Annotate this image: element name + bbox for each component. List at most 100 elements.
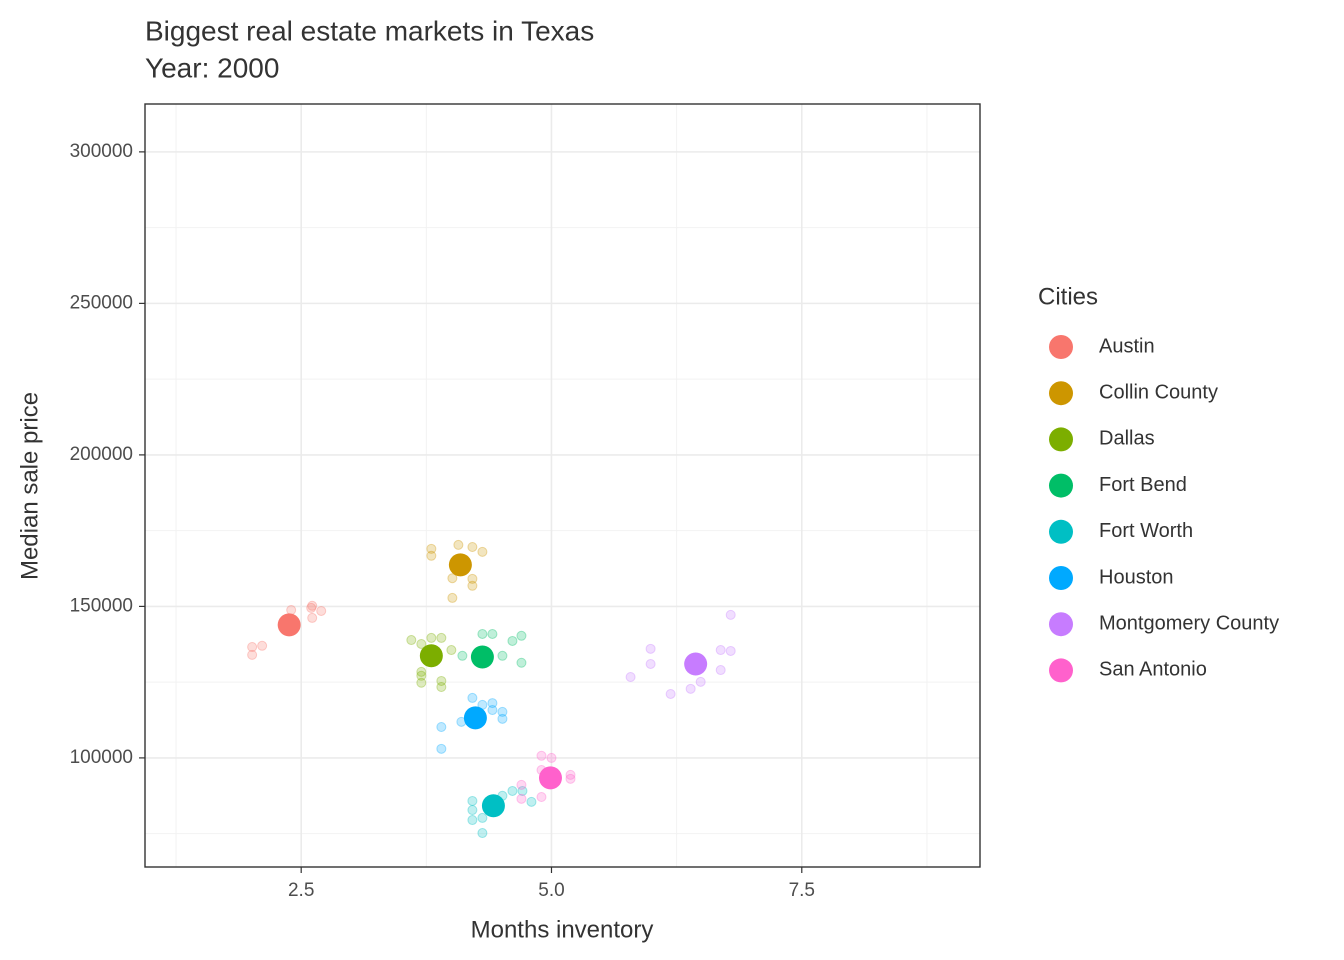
point — [477, 812, 488, 823]
point — [426, 550, 437, 561]
mean-point — [470, 645, 494, 669]
point — [467, 573, 478, 584]
x-axis-title: Months inventory — [471, 916, 654, 943]
point — [467, 542, 478, 553]
point — [487, 628, 498, 639]
point — [416, 670, 427, 681]
y-tick-label: 200000 — [70, 444, 133, 465]
point — [725, 645, 736, 656]
y-tick-label: 300000 — [70, 141, 133, 162]
point — [645, 643, 656, 654]
legend-label: Collin County — [1099, 381, 1218, 403]
point — [247, 642, 258, 653]
x-tick-label: 2.5 — [288, 880, 314, 901]
point — [426, 632, 437, 643]
point — [715, 665, 726, 676]
point — [467, 805, 478, 816]
point — [497, 706, 508, 717]
mean-point — [448, 553, 472, 577]
point — [725, 609, 736, 620]
point — [467, 815, 478, 826]
point — [487, 705, 498, 716]
mean-point — [481, 794, 505, 818]
point — [416, 666, 427, 677]
point — [695, 676, 706, 687]
point — [316, 605, 327, 616]
point — [565, 773, 576, 784]
point — [257, 640, 268, 651]
point — [447, 573, 458, 584]
point — [565, 769, 576, 780]
x-tick-label: 7.5 — [789, 880, 815, 901]
point — [526, 796, 537, 807]
chart-subtitle: Year: 2000 — [145, 52, 279, 83]
legend-swatch — [1049, 473, 1073, 498]
point — [426, 543, 437, 554]
point — [457, 650, 468, 661]
legend-label: Montgomery County — [1099, 612, 1279, 634]
point — [446, 645, 457, 656]
point — [507, 785, 518, 796]
y-tick-label: 250000 — [70, 292, 133, 313]
mean-point — [419, 644, 443, 668]
point — [536, 792, 547, 803]
legend-label: San Antonio — [1099, 659, 1207, 681]
point — [645, 658, 656, 669]
point — [497, 650, 508, 661]
point — [447, 592, 458, 603]
point — [546, 752, 557, 763]
point — [416, 638, 427, 649]
legend-label: Dallas — [1099, 428, 1155, 450]
y-tick-label: 150000 — [70, 595, 133, 616]
mean-point — [277, 613, 301, 637]
point — [467, 580, 478, 591]
point — [517, 785, 528, 796]
point — [406, 635, 417, 646]
point — [247, 649, 258, 660]
point — [416, 677, 427, 688]
point — [477, 546, 488, 557]
legend-swatch — [1049, 519, 1073, 544]
legend-label: Houston — [1099, 566, 1174, 588]
mean-point — [463, 706, 487, 730]
legend-title: Cities — [1038, 283, 1098, 310]
point — [307, 600, 318, 611]
point — [516, 793, 527, 804]
point — [685, 683, 696, 694]
point — [286, 605, 297, 616]
legend-swatch — [1049, 427, 1073, 452]
point — [436, 675, 447, 686]
mean-point — [684, 652, 708, 676]
point — [436, 743, 447, 754]
point — [436, 682, 447, 693]
legend-label: Austin — [1099, 335, 1155, 357]
x-tick-label: 5.0 — [538, 880, 564, 901]
point — [516, 657, 527, 668]
y-tick-label: 100000 — [70, 747, 133, 768]
point — [436, 632, 447, 643]
point — [665, 688, 676, 699]
legend-swatch — [1049, 381, 1073, 406]
point — [467, 692, 478, 703]
point — [516, 779, 527, 790]
point — [516, 630, 527, 641]
legend-label: Fort Bend — [1099, 474, 1187, 496]
point — [307, 612, 318, 623]
point — [453, 539, 464, 550]
y-axis-title: Median sale price — [16, 392, 43, 580]
mean-point — [538, 766, 562, 790]
point — [715, 645, 726, 656]
point — [436, 722, 447, 733]
legend-swatch — [1049, 566, 1073, 590]
legend-swatch — [1049, 658, 1073, 683]
point — [625, 672, 636, 683]
legend-label: Fort Worth — [1099, 520, 1193, 542]
point — [507, 635, 518, 646]
point — [467, 795, 478, 806]
point — [487, 698, 498, 709]
point — [497, 713, 508, 724]
point — [536, 750, 547, 761]
point — [306, 602, 317, 613]
point — [477, 628, 488, 639]
